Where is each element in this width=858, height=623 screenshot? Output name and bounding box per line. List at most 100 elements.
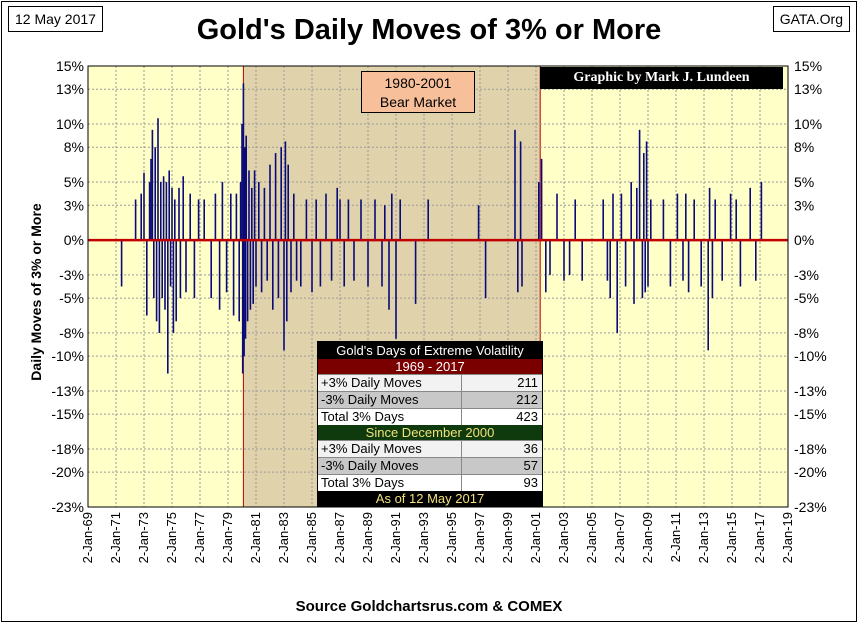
brand-label: GATA.Org [772, 6, 850, 32]
data-bar [243, 240, 245, 357]
stats-period-2: Since December 2000 [318, 425, 542, 440]
data-bar [165, 182, 168, 241]
data-bar [556, 193, 558, 241]
y-tick-label: -3% [59, 267, 84, 283]
data-bar [620, 193, 623, 241]
data-bar [760, 182, 763, 241]
y-tick-label: -10% [51, 348, 84, 364]
data-bar [157, 118, 159, 241]
data-bar [153, 240, 155, 299]
data-bar [242, 83, 245, 241]
data-bar [662, 199, 665, 241]
data-bar [381, 240, 383, 287]
data-bar [484, 240, 487, 299]
x-tick-label: 2-Jan-95 [444, 512, 459, 563]
x-tick-label: 2-Jan-03 [556, 512, 571, 563]
data-bar [251, 187, 253, 241]
data-bar [669, 240, 672, 287]
data-bar [155, 240, 158, 322]
data-bar [143, 172, 145, 241]
data-bar [336, 187, 338, 241]
data-bar [255, 240, 257, 287]
data-bar [280, 147, 282, 241]
x-tick-label: 2-Jan-83 [276, 512, 291, 563]
y-tick-label: -13% [51, 383, 84, 399]
y-tick-label: 5% [794, 174, 814, 190]
data-bar [517, 240, 519, 293]
stats-period-1: 1969 - 2017 [318, 359, 542, 374]
x-tick-label: 2-Jan-69 [80, 512, 95, 563]
x-tick-label: 2-Jan-99 [500, 512, 515, 563]
plot-border [87, 65, 789, 508]
data-bar [162, 176, 165, 241]
data-bar [134, 199, 137, 241]
data-bar [221, 182, 224, 241]
data-bar [258, 182, 260, 241]
bear-market-years: 1980-2001 [384, 75, 452, 91]
data-bar [427, 199, 429, 241]
data-bar [616, 240, 618, 333]
data-bar [521, 240, 523, 287]
stats-row: +3% Daily Moves 211 [318, 374, 542, 391]
stats-title: Gold's Days of Extreme Volatility [318, 342, 542, 359]
x-tick-label: 2-Jan-17 [752, 512, 767, 563]
data-bar [203, 199, 205, 241]
y-tick-label: -23% [51, 499, 84, 515]
y-tick-label: 15% [794, 58, 822, 74]
data-bar [248, 170, 250, 241]
y-tick-label: 3% [794, 197, 814, 213]
y-tick-label: 8% [64, 139, 84, 155]
x-tick-label: 2-Jan-07 [612, 512, 627, 563]
y-tick-label: -13% [794, 383, 827, 399]
y-axis-label: Daily Moves of 3% or More [28, 203, 44, 381]
y-tick-label: -8% [59, 325, 84, 341]
data-bar [290, 240, 292, 293]
data-bar [624, 240, 627, 287]
date-label: 12 May 2017 [8, 6, 103, 32]
data-bar [167, 240, 169, 374]
data-bar [266, 240, 268, 281]
data-bar [360, 199, 362, 241]
y-tick-label: 10% [794, 116, 822, 132]
data-bar [538, 182, 540, 241]
data-bar [169, 240, 172, 287]
y-tick-label: -18% [794, 441, 827, 457]
x-tick-label: 2-Jan-09 [640, 512, 655, 563]
data-bar [293, 193, 295, 241]
data-bar [568, 240, 571, 275]
data-bar [540, 158, 543, 241]
x-tick-label: 2-Jan-89 [360, 512, 375, 563]
data-bar [277, 240, 280, 299]
data-bar [249, 240, 252, 310]
y-tick-label: -20% [794, 464, 827, 480]
x-tick-label: 2-Jan-11 [668, 512, 683, 562]
data-bar [185, 240, 187, 293]
data-bar [693, 199, 695, 241]
data-bar [305, 199, 308, 241]
data-bar [700, 240, 702, 287]
data-bar [284, 141, 287, 241]
y-tick-label: 8% [794, 139, 814, 155]
data-bar [581, 240, 583, 281]
data-bar [160, 182, 162, 241]
data-bar [230, 193, 232, 241]
y-axis-left: 15% 13% 10% 8% 5% 3% 0% -3% -5% -8% -10% -13% -15% -1… [51, 58, 84, 515]
data-bar [174, 199, 176, 241]
data-bar [708, 187, 711, 241]
stats-row: Total 3% Days 423 [318, 408, 542, 425]
data-bar [239, 182, 242, 241]
y-tick-label: -20% [51, 464, 84, 480]
data-bar [647, 240, 649, 287]
x-tick-label: 2-Jan-73 [136, 512, 151, 563]
data-bar [325, 193, 327, 241]
data-bar [330, 240, 333, 281]
data-bar [638, 129, 641, 241]
data-bar [707, 240, 709, 351]
data-bar [178, 187, 180, 241]
data-bar [374, 199, 376, 241]
data-bar [602, 199, 604, 241]
data-bar [232, 240, 235, 316]
data-bar [636, 187, 638, 241]
x-tick-label: 2-Jan-87 [332, 512, 347, 563]
data-bar [161, 240, 163, 299]
